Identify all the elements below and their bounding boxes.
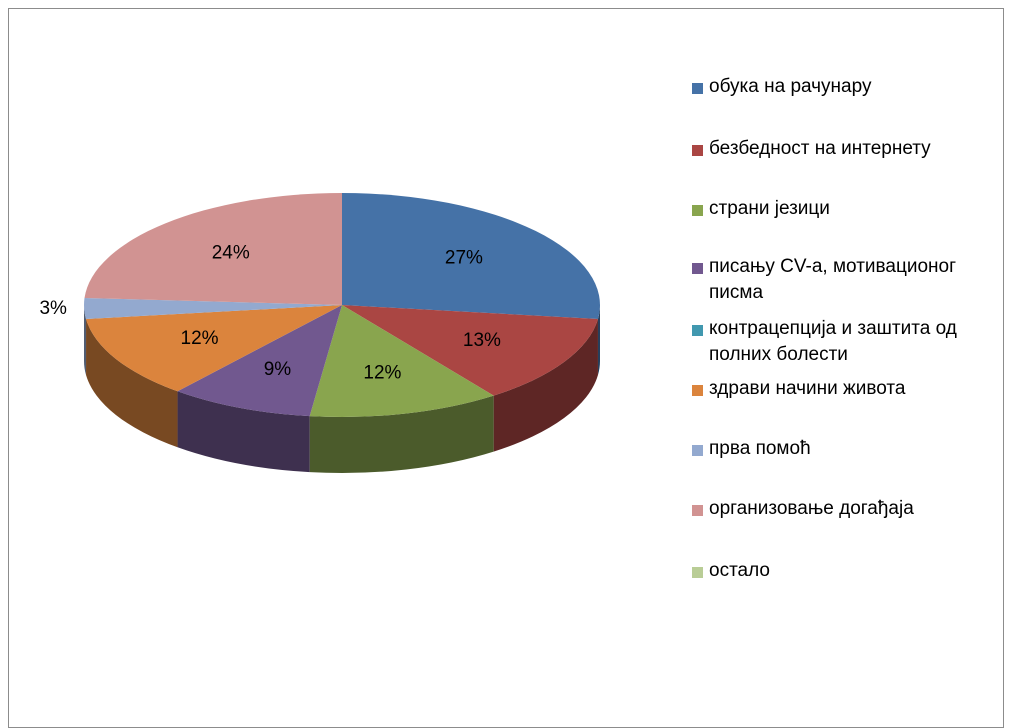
pie-slice — [84, 297, 343, 320]
data-label: 27% — [445, 247, 483, 268]
legend-item: прва помоћ — [692, 438, 999, 462]
pie-sides — [84, 305, 600, 474]
pie-slice — [342, 305, 598, 396]
data-label: 3% — [39, 298, 67, 319]
data-label: 24% — [212, 243, 250, 264]
pie-slice — [177, 305, 342, 417]
pie-side — [597, 305, 600, 376]
pie-slice — [309, 305, 494, 417]
data-label: 9% — [264, 359, 292, 380]
chart: 27% 13% 12% 9% 12% 3% 24% — [39, 193, 600, 474]
legend-swatch — [692, 385, 703, 396]
pie-slice — [86, 305, 342, 392]
legend-label: обука на рачунару — [709, 76, 872, 97]
data-label: 12% — [363, 362, 401, 383]
pie-side — [177, 391, 310, 473]
legend-label: контрацепција и заштита од полних болест… — [709, 318, 957, 365]
legend-item: организовање догађаја — [692, 498, 999, 522]
legend-label: организовање догађаја — [709, 498, 914, 519]
legend-label: остало — [709, 560, 770, 581]
legend-item: обука на рачунару — [692, 76, 999, 100]
pie-side — [84, 305, 87, 376]
legend-swatch — [692, 83, 703, 94]
data-label: 12% — [181, 328, 219, 349]
page: {"chart_data": {"type": "pie3d", "catego… — [8, 8, 1004, 728]
legend-item: остало — [692, 560, 999, 584]
legend-item: страни језици — [692, 198, 999, 222]
pie-slice — [84, 193, 343, 305]
legend-item: контрацепција и заштита од полних болест… — [692, 318, 999, 368]
legend-swatch — [692, 145, 703, 156]
pie-side — [86, 319, 178, 448]
pie-slice — [342, 193, 600, 320]
legend-label: страни језици — [709, 198, 830, 219]
legend-swatch — [692, 325, 703, 336]
legend-swatch — [692, 567, 703, 578]
pie-side — [309, 395, 494, 474]
legend-swatch — [692, 445, 703, 456]
legend-label: писању CV-а, мотивационог писма — [709, 256, 957, 303]
legend-swatch — [692, 505, 703, 516]
legend-swatch — [692, 205, 703, 216]
legend-label: безбедност на интернету — [709, 138, 931, 159]
legend-item: безбедност на интернету — [692, 138, 999, 162]
legend-label: здрави начини живота — [709, 378, 906, 399]
legend-item: здрави начини живота — [692, 378, 999, 402]
legend-swatch — [692, 263, 703, 274]
pie-side — [493, 319, 598, 452]
legend-label: прва помоћ — [709, 438, 811, 459]
legend-item: писању CV-а, мотивационог писма — [692, 256, 999, 306]
data-label: 13% — [463, 330, 501, 351]
